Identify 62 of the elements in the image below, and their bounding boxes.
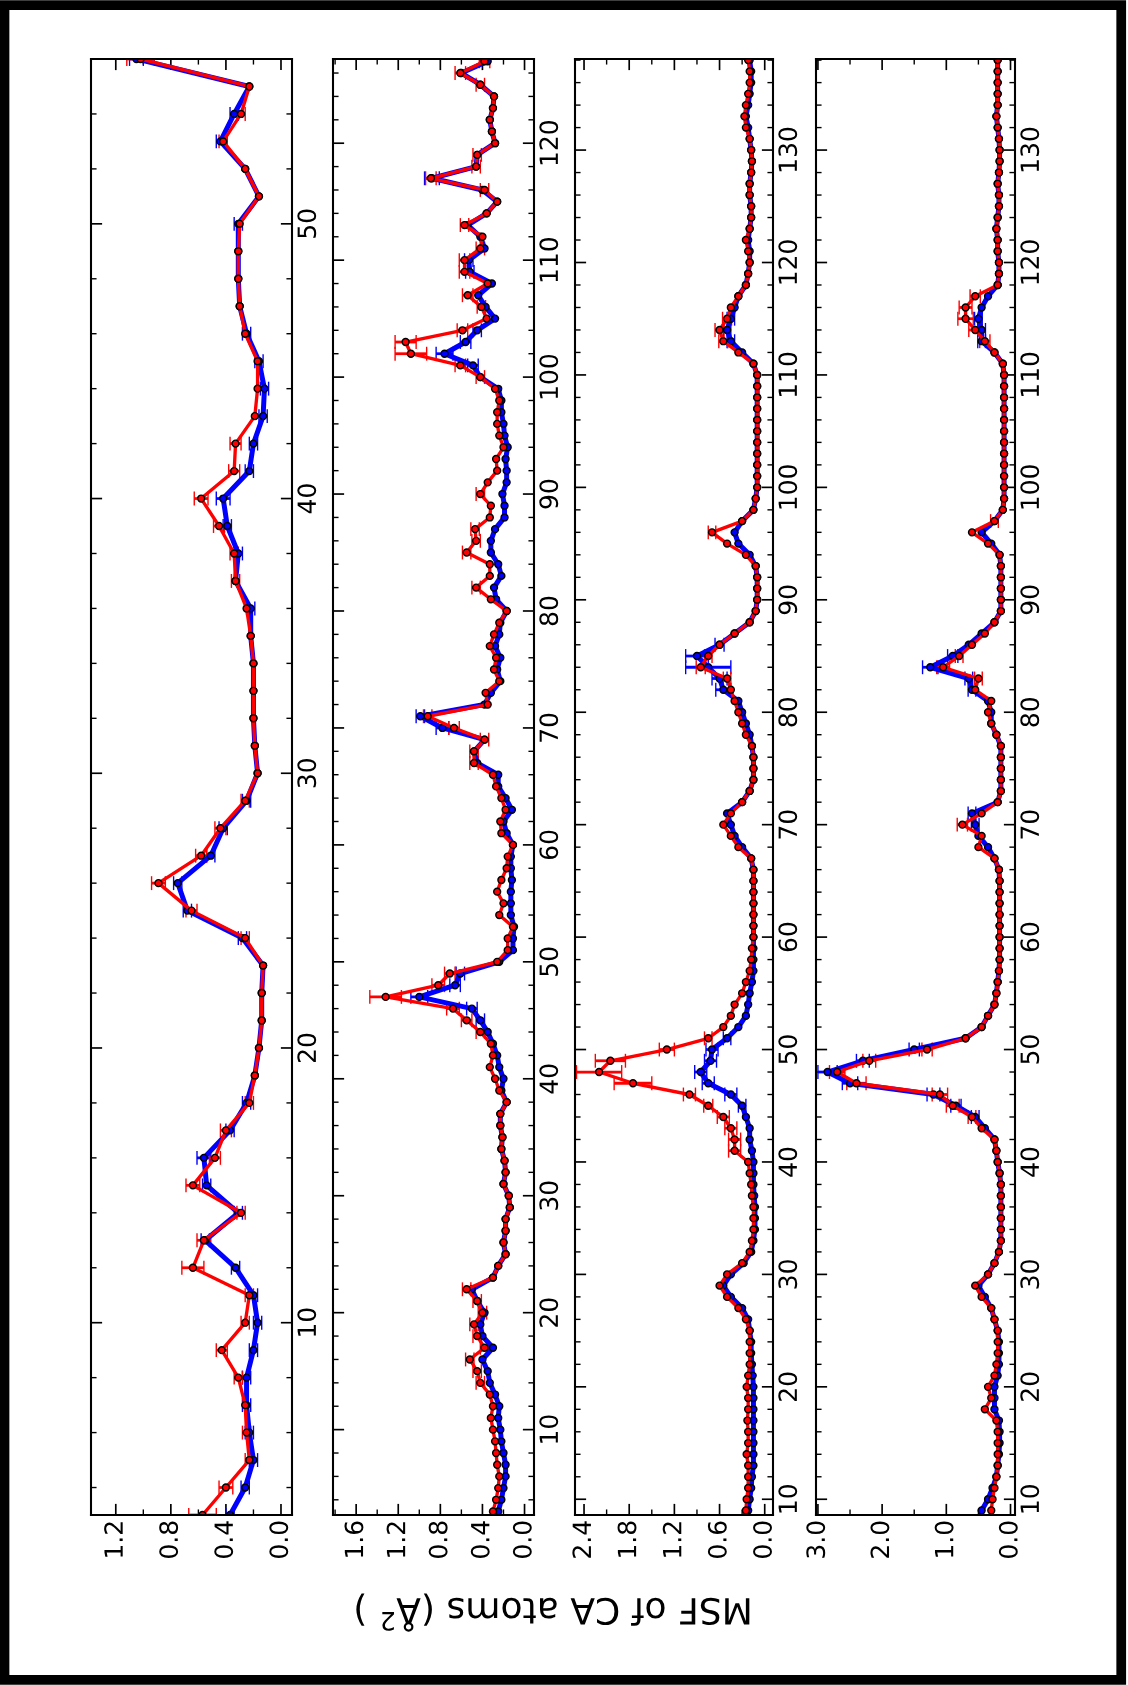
y-tick-label: 50 xyxy=(297,209,317,238)
x-tick-label: 0.8 xyxy=(159,1521,179,1558)
x-tick-label: 0.6 xyxy=(707,1521,727,1558)
x-tick-label: 1.2 xyxy=(386,1522,406,1557)
x-tick-label: 3.0 xyxy=(806,1521,826,1558)
y-tick-label: 20 xyxy=(778,1372,798,1401)
y-tick-label: 120 xyxy=(539,121,559,165)
x-tick-label: 2.4 xyxy=(572,1521,591,1558)
y-tick-label: 20 xyxy=(539,1298,559,1327)
y-tick-label: 70 xyxy=(778,810,798,839)
y-tick-label: 30 xyxy=(1020,1260,1040,1289)
y-tick-label: 60 xyxy=(1020,922,1040,952)
x-tick-label: 2.0 xyxy=(870,1521,890,1558)
y-tick-label: 30 xyxy=(778,1260,798,1289)
y-tick-label: 100 xyxy=(539,354,559,399)
x-tick-label: 1.2 xyxy=(104,1522,123,1557)
y-tick-label: 70 xyxy=(539,713,559,742)
x-tick-label: 1.6 xyxy=(344,1521,364,1557)
x-tick-label: 0.0 xyxy=(753,1521,772,1558)
y-tick-label: 10 xyxy=(1020,1485,1040,1513)
x-tick-label: 0.0 xyxy=(998,1521,1018,1558)
y-tick-label: 90 xyxy=(539,479,559,509)
y-tick-label: 90 xyxy=(778,585,798,615)
y-tick-label: 80 xyxy=(778,697,798,727)
y-tick-label: 130 xyxy=(1020,127,1040,172)
y-tick-label: 40 xyxy=(778,1147,798,1177)
y-tick-label: 40 xyxy=(297,484,317,514)
y-tick-label: 60 xyxy=(539,830,559,860)
x-tick-label: 0.0 xyxy=(269,1521,289,1558)
y-tick-label: 20 xyxy=(297,1033,317,1063)
x-tick-label: 1.2 xyxy=(662,1522,682,1557)
y-tick-label: 100 xyxy=(1020,465,1040,509)
y-tick-label: 110 xyxy=(539,237,559,282)
y-tick-label: 50 xyxy=(1020,1035,1040,1064)
y-tick-label: 30 xyxy=(539,1181,559,1210)
y-tick-label: 70 xyxy=(1020,810,1040,839)
y-tick-label: 90 xyxy=(1020,585,1040,615)
y-tick-label: 10 xyxy=(297,1308,317,1336)
y-tick-label: 40 xyxy=(539,1064,559,1094)
y-tick-label: 80 xyxy=(539,596,559,626)
y-tick-label: 50 xyxy=(539,947,559,976)
y-tick-label: 120 xyxy=(1020,240,1040,284)
x-tick-label: 1.0 xyxy=(934,1521,954,1557)
y-tick-label: 40 xyxy=(1020,1147,1040,1177)
y-tick-label: 130 xyxy=(778,127,798,172)
y-tick-label: 60 xyxy=(778,922,798,952)
y-tick-label: 30 xyxy=(297,759,317,788)
y-tick-label: 110 xyxy=(778,352,798,397)
y-tick-label: 20 xyxy=(1020,1372,1040,1401)
x-tick-label: 0.4 xyxy=(470,1521,490,1558)
y-tick-label: 120 xyxy=(778,240,798,284)
x-tick-label: 1.8 xyxy=(617,1521,637,1557)
x-tick-label: 0.8 xyxy=(428,1521,448,1558)
x-axis-title: MSF of CA atoms (Å$^{2}$ ) xyxy=(356,1593,750,1632)
y-tick-label: 80 xyxy=(1020,697,1040,727)
y-tick-label: 10 xyxy=(539,1415,559,1443)
y-tick-label: 50 xyxy=(778,1035,798,1064)
y-tick-label: 100 xyxy=(778,465,798,509)
x-tick-label: 0.0 xyxy=(512,1521,532,1558)
x-tick-label: 0.4 xyxy=(214,1521,234,1558)
y-tick-label: 110 xyxy=(1020,352,1040,397)
y-tick-label: 10 xyxy=(778,1485,798,1513)
